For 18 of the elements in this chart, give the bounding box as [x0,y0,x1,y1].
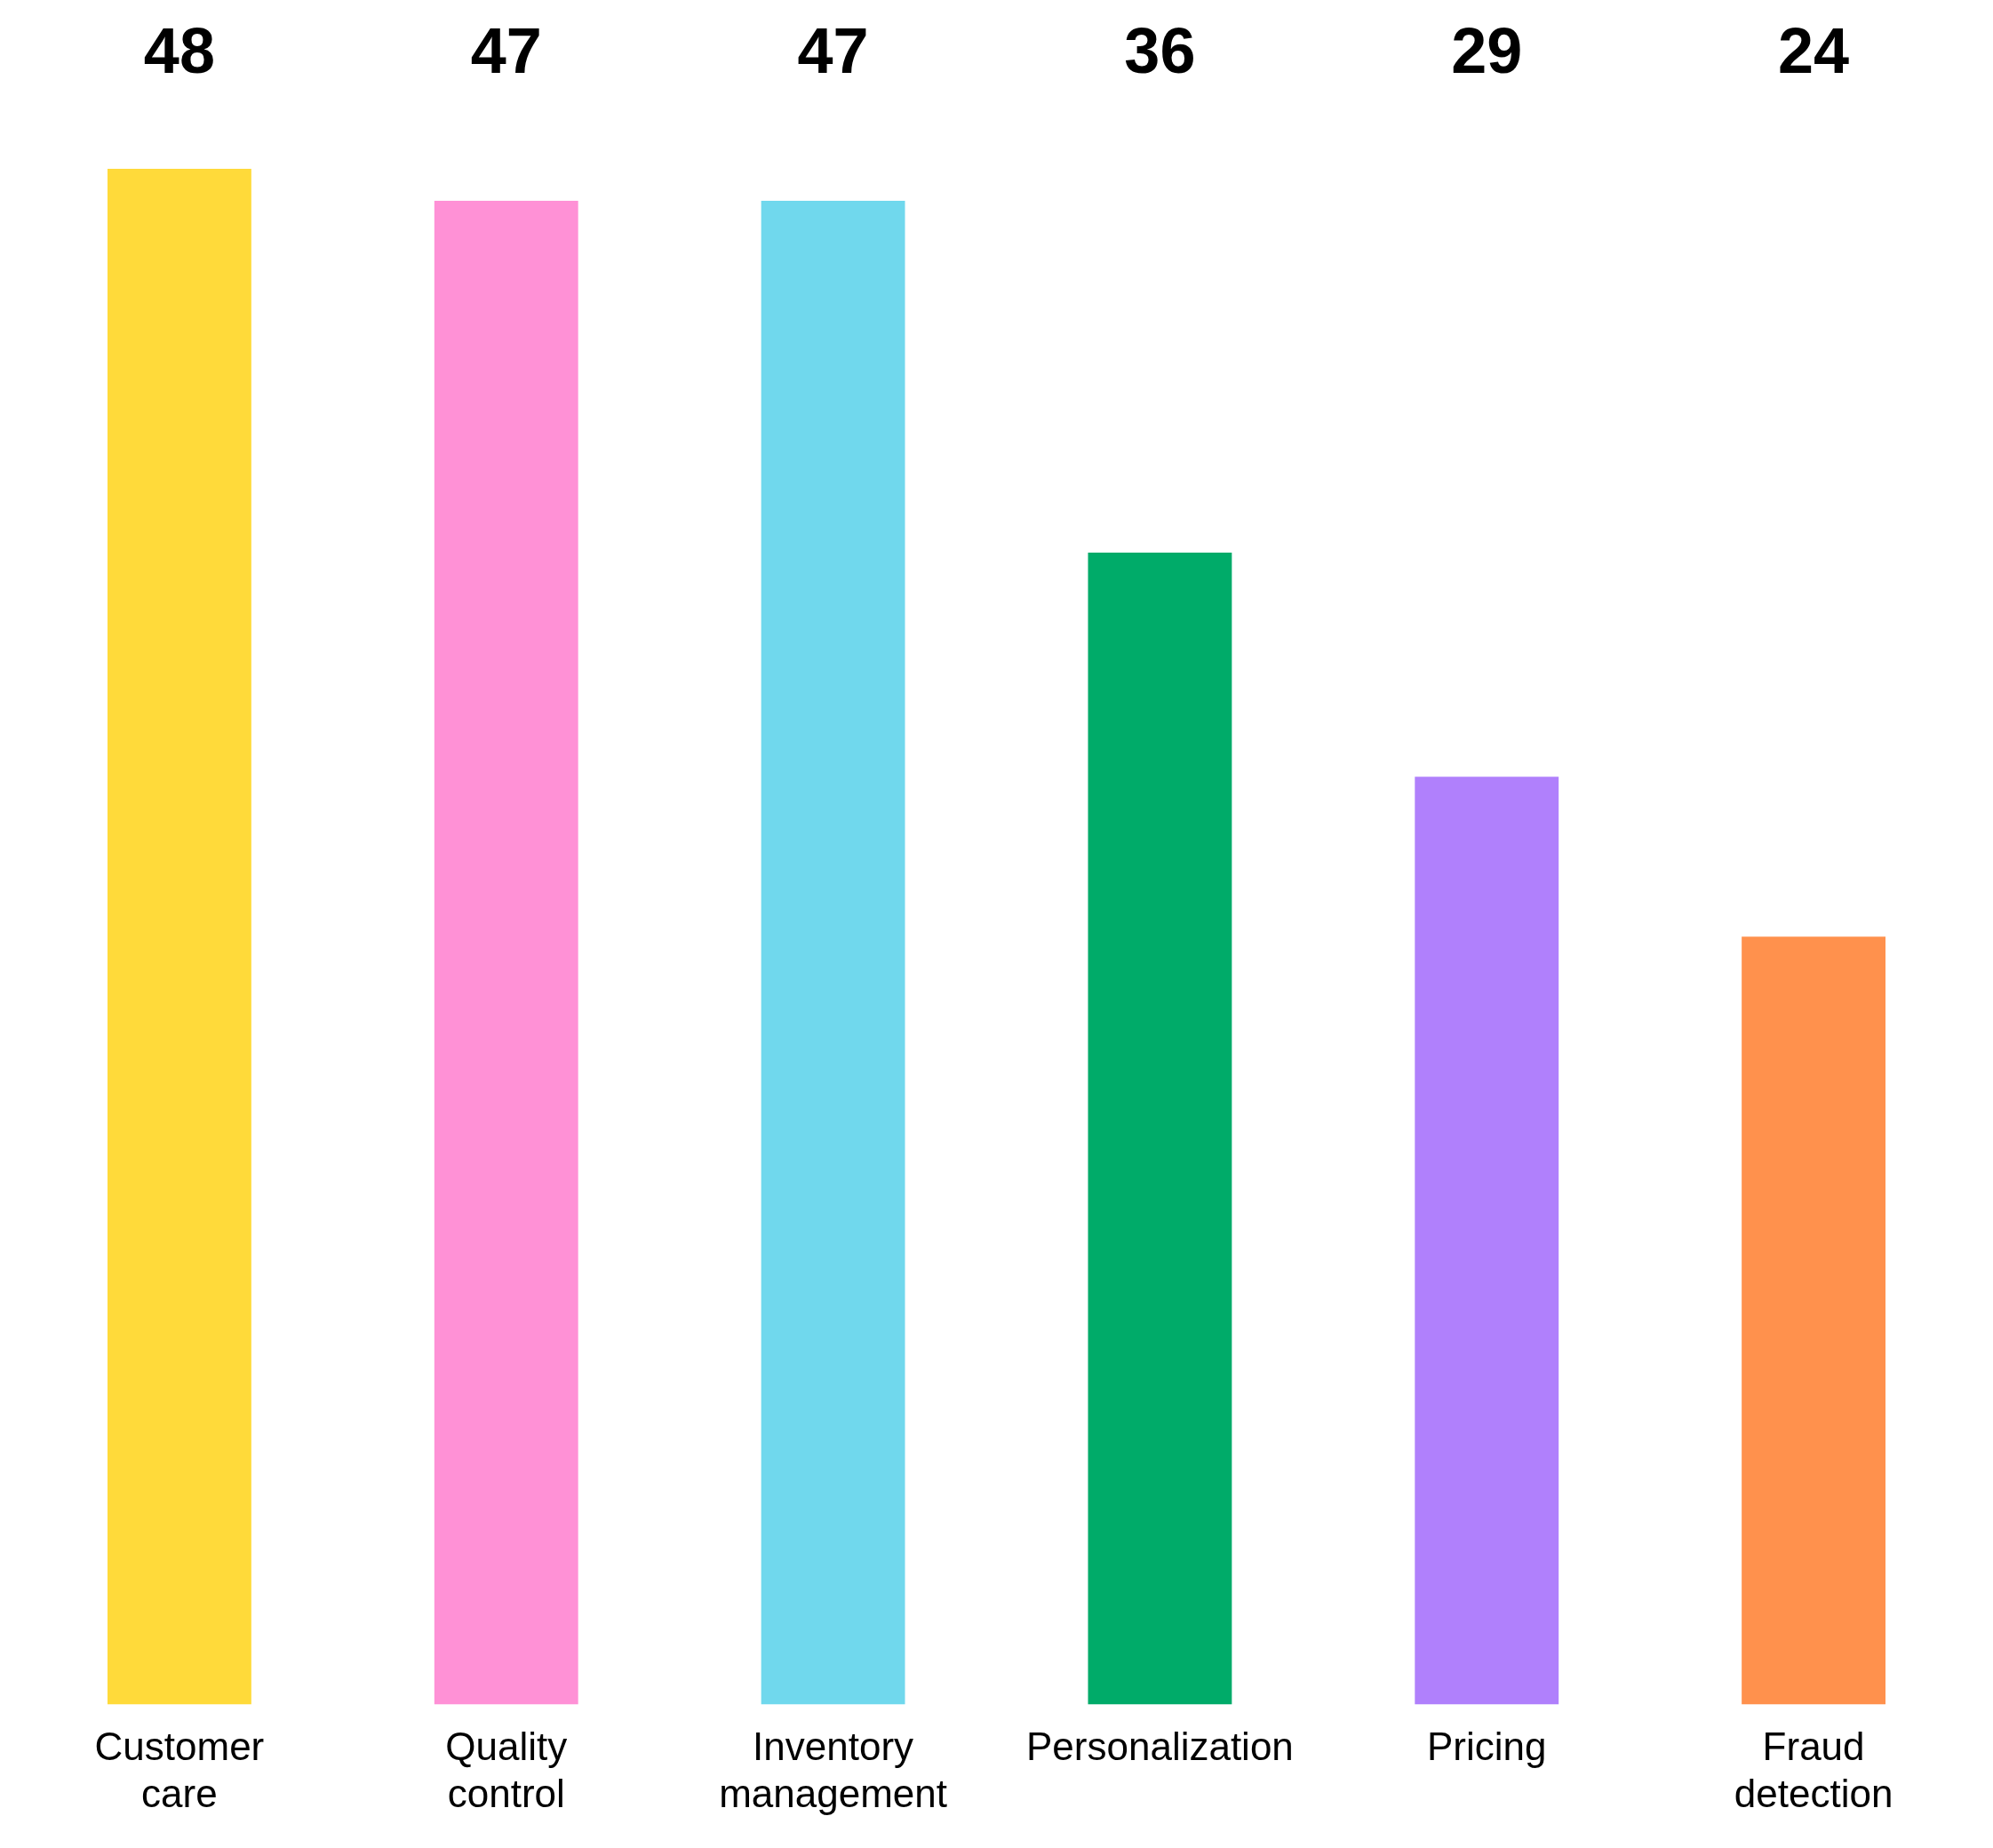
bar [761,201,905,1705]
bar [1742,936,1886,1705]
data-label: 24 [1778,14,1850,86]
bar [1415,777,1559,1705]
data-label: 47 [470,14,542,86]
data-label: 47 [797,14,869,86]
x-tick-label: Quality control [445,1724,568,1815]
bar [1088,553,1232,1705]
x-tick-label: Fraud detection [1734,1724,1893,1815]
bar [107,169,251,1705]
bar [434,201,578,1705]
x-tick-label: Pricing [1427,1724,1547,1768]
x-tick-label: Personalization [1025,1724,1294,1768]
data-label: 36 [1124,14,1196,86]
x-tick-label: Inventory management [719,1724,947,1815]
x-tick-label: Customer care [94,1724,265,1815]
data-label: 29 [1451,14,1523,86]
data-label: 48 [143,14,215,86]
